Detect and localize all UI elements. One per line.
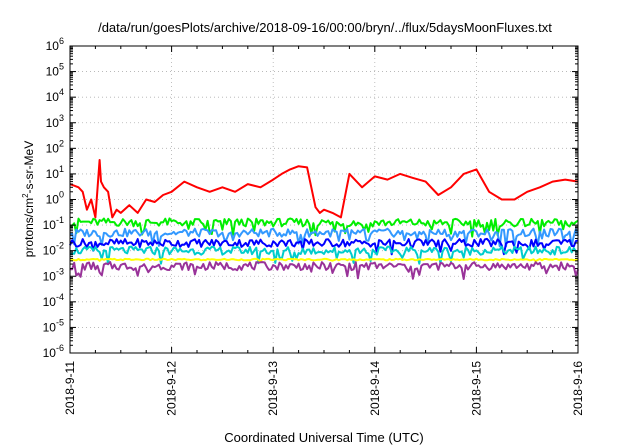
y-tick-label: 104 bbox=[46, 87, 64, 104]
y-tick-label: 10-2 bbox=[43, 241, 64, 258]
y-tick-label-exp: 2 bbox=[59, 138, 64, 148]
series-line-4 bbox=[69, 237, 579, 256]
y-tick-label-exp: -5 bbox=[56, 317, 64, 327]
x-axis-label: Coordinated Universal Time (UTC) bbox=[224, 430, 423, 445]
y-tick-label-base: 10 bbox=[46, 167, 60, 181]
y-tick-label-exp: -1 bbox=[56, 215, 64, 225]
y-tick-label-base: 10 bbox=[43, 320, 57, 334]
y-axis-label: protons/cm2-s-sr-MeV bbox=[21, 141, 36, 257]
y-tick-label-base: 10 bbox=[46, 65, 60, 79]
y-tick-label-base: 10 bbox=[46, 116, 60, 130]
y-tick-label-exp: 5 bbox=[59, 62, 64, 72]
y-tick-label-base: 10 bbox=[43, 244, 57, 258]
x-tick-label: 2018-9-12 bbox=[165, 361, 179, 416]
y-tick-label-exp: 1 bbox=[59, 164, 64, 174]
y-axis-ticks: 10-610-510-410-310-210-11001011021031041… bbox=[43, 36, 578, 360]
y-tick-label: 102 bbox=[46, 138, 64, 155]
y-tick-label: 10-3 bbox=[43, 266, 64, 283]
y-axis-label-rest: -s-sr-MeV bbox=[22, 141, 36, 194]
y-tick-label-base: 10 bbox=[43, 218, 57, 232]
series-line-3 bbox=[69, 227, 579, 248]
y-tick-label-base: 10 bbox=[46, 90, 60, 104]
series-line-5 bbox=[69, 245, 579, 266]
y-tick-label: 10-1 bbox=[43, 215, 64, 232]
series-line-7 bbox=[69, 261, 579, 280]
grid-lines bbox=[70, 46, 578, 353]
y-tick-label: 103 bbox=[46, 113, 64, 130]
y-tick-label-exp: -3 bbox=[56, 266, 64, 276]
chart-title: /data/run/goesPlots/archive/2018-09-16/0… bbox=[98, 20, 552, 35]
series-line-1 bbox=[69, 159, 579, 219]
y-tick-label-base: 10 bbox=[43, 346, 57, 360]
y-tick-label: 100 bbox=[46, 190, 64, 207]
y-tick-label-base: 10 bbox=[43, 295, 57, 309]
series-layer bbox=[69, 159, 579, 280]
series-line-6 bbox=[69, 257, 579, 263]
series-line-2 bbox=[69, 217, 579, 238]
x-tick-label: 2018-9-11 bbox=[63, 361, 77, 415]
y-tick-label-exp: -2 bbox=[56, 241, 64, 251]
y-tick-label-base: 10 bbox=[46, 39, 60, 53]
y-axis-label-base: protons/cm bbox=[22, 198, 36, 257]
y-tick-label: 105 bbox=[46, 62, 64, 79]
y-tick-label-exp: 0 bbox=[59, 190, 64, 200]
x-tick-label: 2018-9-15 bbox=[469, 361, 483, 416]
y-tick-label: 10-4 bbox=[43, 292, 64, 309]
x-axis-ticks: 2018-9-11 2018-9-12 2018-9-13 2018-9-14 2018… bbox=[63, 46, 585, 416]
x-tick-label: 2018-9-13 bbox=[266, 361, 280, 416]
y-tick-label: 106 bbox=[46, 36, 64, 53]
y-tick-label-exp: 6 bbox=[59, 36, 64, 46]
y-tick-label: 101 bbox=[46, 164, 64, 181]
y-tick-label-exp: -6 bbox=[56, 343, 64, 353]
y-tick-label-base: 10 bbox=[43, 269, 57, 283]
y-tick-label-exp: 4 bbox=[59, 87, 64, 97]
y-tick-label-base: 10 bbox=[46, 193, 60, 207]
y-axis-label-sup: 2 bbox=[21, 193, 30, 198]
x-tick-label: 2018-9-16 bbox=[571, 361, 585, 416]
y-tick-label: 10-6 bbox=[43, 343, 64, 360]
y-tick-label-exp: 3 bbox=[59, 113, 64, 123]
y-tick-label-exp: -4 bbox=[56, 292, 64, 302]
y-tick-label: 10-5 bbox=[43, 317, 64, 334]
x-tick-label: 2018-9-14 bbox=[368, 361, 382, 416]
y-tick-label-base: 10 bbox=[46, 141, 60, 155]
